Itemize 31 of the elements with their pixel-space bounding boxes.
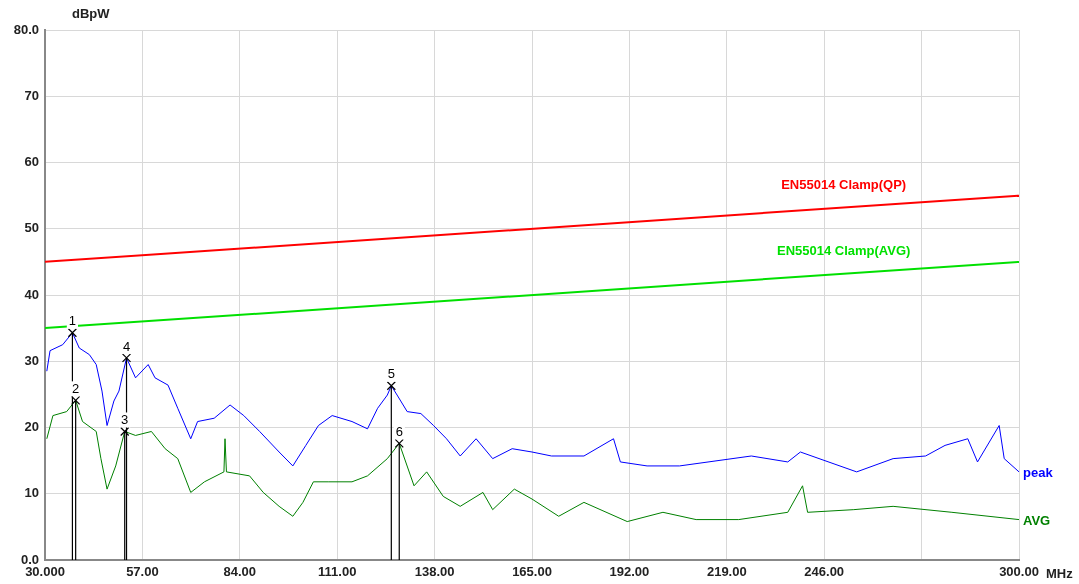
x-tick-label: 30.000 [25,564,65,580]
annotation: 6 [395,423,403,439]
x-tick-label: 246.00 [804,564,845,580]
y-tick-label: 50 [24,220,39,236]
x-tick-label: 57.00 [126,564,159,580]
y-tick-label: 80.0 [13,21,39,37]
y-tick-label: 60 [24,154,39,170]
annotation: 2 [72,380,80,396]
y-tick-label: 10 [24,485,39,501]
y-tick-label: 30 [24,352,39,368]
annotation: 1 [68,313,77,329]
y-tick-label: 20 [24,419,39,435]
series-label: peak [1023,465,1054,481]
x-tick-label: 165.00 [512,564,552,580]
x-tick-label: 84.00 [223,564,257,580]
x-tick-label: 192.00 [609,564,650,580]
x-tick-label: 300.00 [999,564,1039,580]
annotation: 5 [387,366,395,382]
y-tick-label: 70 [24,87,39,103]
annotation: 4 [122,338,131,354]
x-axis-title: MHz [1046,565,1074,581]
annotation: 3 [121,412,129,428]
series-label: AVG [1023,513,1051,529]
series-label: EN55014 Clamp(AVG) [776,243,911,259]
x-tick-label: 219.00 [706,564,747,580]
y-tick-label: 40 [24,286,39,302]
x-tick-label: 111.00 [318,564,357,580]
y-tick-label: 0.0 [20,551,39,567]
series-label: EN55014 Clamp(QP) [781,177,907,193]
x-tick-label: 138.00 [414,564,455,580]
y-axis-title: dBpW [72,5,111,21]
